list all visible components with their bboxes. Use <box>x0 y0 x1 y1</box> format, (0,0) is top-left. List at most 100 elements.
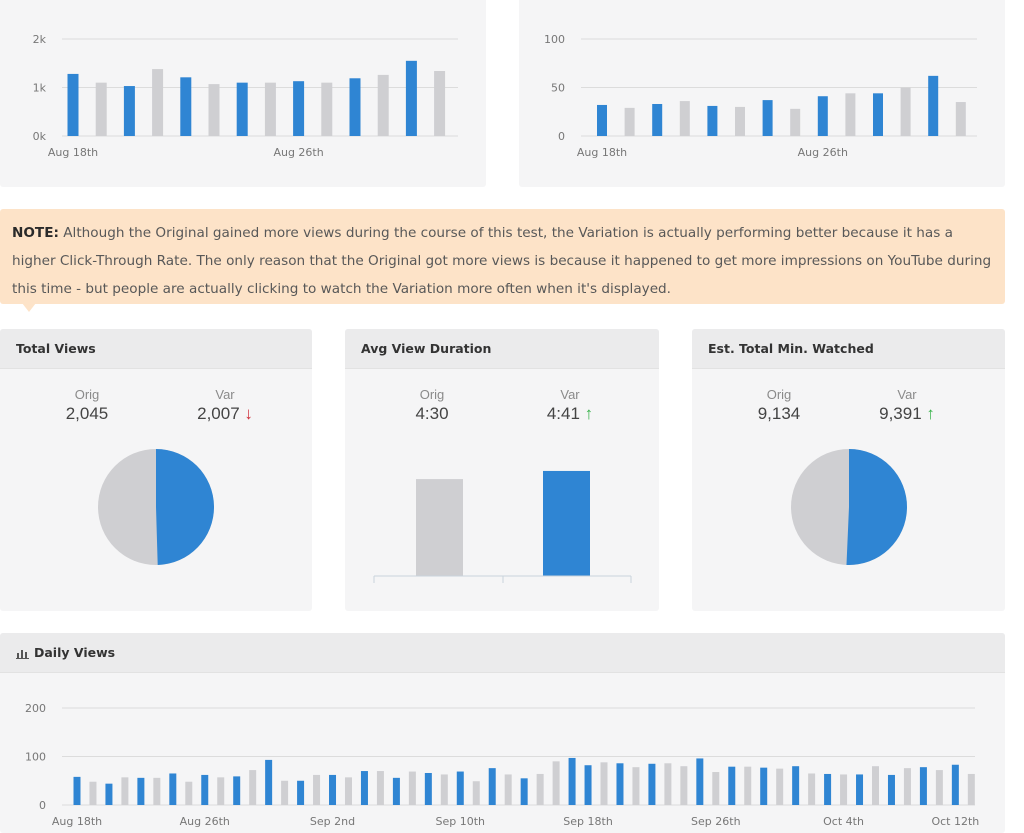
bar-variation <box>488 768 496 805</box>
note-text: Although the Original gained more views … <box>12 225 992 297</box>
top-right-chart-card: 0 50 100 Aug 18th Aug 26th <box>519 0 1005 187</box>
y-tick-label: 100 <box>544 33 565 46</box>
bar-original <box>790 108 801 136</box>
est-min-var-stat: Var 9,391 ↑ <box>857 387 957 424</box>
x-tick-label: Sep 26th <box>691 815 741 828</box>
bar-original <box>664 763 672 805</box>
bar-variation <box>169 773 177 805</box>
bar-variation <box>648 763 656 805</box>
bar-variation <box>349 78 361 136</box>
bar-original <box>504 774 512 805</box>
y-tick-label: 50 <box>551 82 565 95</box>
bar-variation <box>293 81 305 136</box>
var-label: Var <box>215 387 235 402</box>
y-tick-label: 0 <box>558 130 565 143</box>
x-tick-label: Sep 18th <box>563 815 613 828</box>
bar-variation <box>360 771 368 805</box>
bar-variation <box>568 757 576 805</box>
var-value: 4:41 <box>546 404 580 423</box>
bar-variation <box>762 100 773 136</box>
orig-label: Orig <box>419 387 445 402</box>
est-total-min-pie-chart <box>791 449 908 565</box>
bar-original <box>95 82 107 136</box>
var-label: Var <box>897 387 917 402</box>
bar-original <box>440 774 448 805</box>
bar-variation <box>951 764 959 805</box>
daily-views-title: Daily Views <box>34 645 116 660</box>
x-tick-label: Aug 26th <box>273 146 323 159</box>
bar-variation <box>856 774 864 805</box>
bar-original <box>840 774 848 805</box>
bar-variation <box>928 75 939 136</box>
x-tick-label: Aug 18th <box>577 146 627 159</box>
bar-variation <box>137 777 145 805</box>
total-views-orig-stat: Orig 2,045 <box>37 387 137 424</box>
bar-chart-icon <box>16 649 29 659</box>
bar-original <box>377 74 389 136</box>
bar-variation <box>520 778 528 805</box>
note-label: NOTE: <box>12 225 59 241</box>
bar-original <box>153 777 161 805</box>
bar-variation <box>792 766 800 805</box>
bar-variation <box>201 774 209 805</box>
bar-variation <box>329 774 337 805</box>
total-views-title: Total Views <box>0 329 312 369</box>
bar-original <box>313 774 321 805</box>
bar-original <box>872 766 879 805</box>
bar-variation <box>616 763 624 805</box>
arrow-up-icon: ↑ <box>584 404 594 423</box>
bar-variation <box>405 60 417 136</box>
bar-variation <box>180 77 192 136</box>
var-value: 2,007 <box>197 404 240 423</box>
bar-original <box>680 766 688 805</box>
bar-var <box>543 470 590 576</box>
var-value: 9,391 <box>879 404 922 423</box>
bar-original <box>632 767 640 805</box>
bar-original <box>903 768 911 805</box>
bar-original <box>536 773 544 805</box>
bar-original <box>249 770 257 805</box>
bar-original <box>472 781 480 805</box>
bar-original <box>376 771 384 805</box>
bar-original <box>845 93 856 136</box>
bar-variation <box>873 93 883 136</box>
bar-variation <box>652 103 663 136</box>
orig-value: 9,134 <box>757 404 801 423</box>
x-tick-label: Sep 10th <box>436 815 486 828</box>
bar-variation <box>297 780 305 805</box>
avg-duration-var-stat: Var 4:41 ↑ <box>520 387 620 424</box>
bar-original <box>679 101 690 136</box>
arrow-up-icon: ↑ <box>926 404 935 423</box>
bar-original <box>552 761 560 805</box>
note-tail <box>22 303 36 312</box>
bar-orig <box>416 479 463 576</box>
x-tick-label: Oct 12th <box>931 815 979 828</box>
bar-original <box>217 777 225 805</box>
y-tick-label: 2k <box>33 33 47 46</box>
top-right-bar-chart: 0 50 100 Aug 18th Aug 26th <box>544 33 977 159</box>
avg-duration-orig-stat: Orig 4:30 <box>382 387 482 424</box>
bar-original <box>264 82 276 136</box>
bar-variation <box>584 765 592 805</box>
orig-value: 4:30 <box>415 404 449 423</box>
bar-original <box>89 781 97 805</box>
y-tick-label: 100 <box>25 751 46 764</box>
note-box: NOTE: Although the Original gained more … <box>0 209 1005 304</box>
bar-variation <box>824 773 832 805</box>
bar-original <box>776 768 784 805</box>
avg-duration-bar-chart <box>373 470 632 583</box>
orig-label: Orig <box>766 387 792 402</box>
bar-variation <box>887 774 895 805</box>
bar-variation <box>123 86 135 136</box>
bar-variation <box>105 783 113 805</box>
daily-views-bar-chart: 0 100 200 Aug 18th Aug 26th Sep 2nd Sep 10th Se… <box>25 702 979 828</box>
y-tick-label: 0k <box>33 130 47 143</box>
bar-original <box>935 770 943 805</box>
bar-original <box>744 766 752 805</box>
bar-variation <box>456 771 464 805</box>
pie-slice-var <box>846 449 908 565</box>
y-tick-label: 1k <box>33 82 47 95</box>
bar-variation <box>707 105 718 136</box>
bar-variation <box>424 772 432 805</box>
arrow-down-icon: ↓ <box>244 404 253 423</box>
